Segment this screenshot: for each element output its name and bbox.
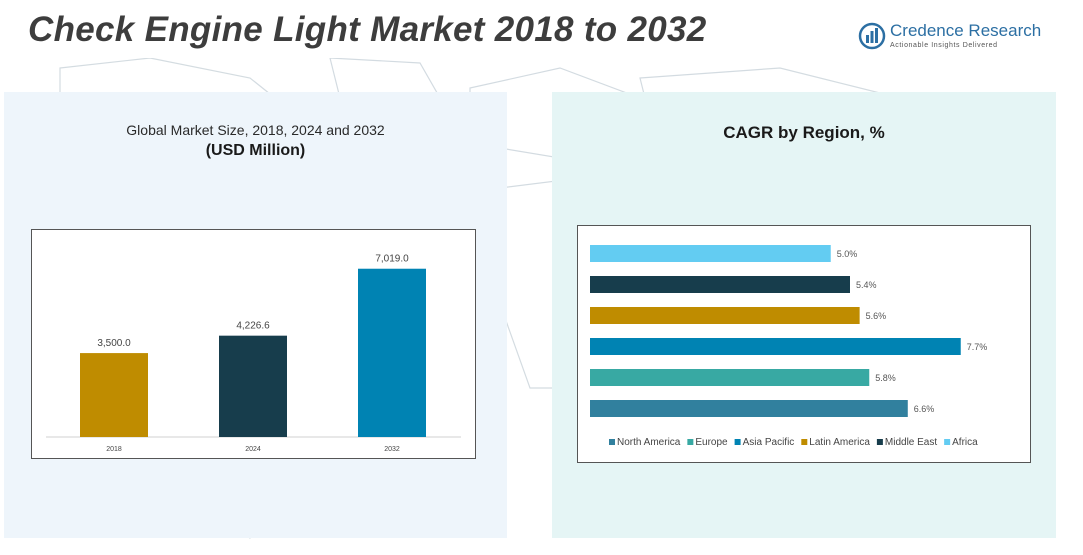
data-label-africa: 5.0%: [837, 249, 858, 259]
data-label-2032: 7,019.0: [375, 254, 409, 265]
data-label-2018: 3,500.0: [97, 338, 131, 349]
bar-2032: [358, 268, 426, 437]
bar-north-america: [590, 400, 908, 417]
x-tick-label-2024: 2024: [245, 446, 261, 453]
market-size-chart-svg: 3,500.0 2018 4,226.6 2024 7,019.0 2032: [46, 254, 461, 453]
bar-latin-america: [590, 307, 860, 324]
legend-swatch-latin-america: [801, 439, 808, 445]
legend-swatch-europe: [687, 439, 694, 445]
legend-label-africa: Africa: [952, 437, 978, 448]
market-size-chart: 3,500.0 2018 4,226.6 2024 7,019.0 2032: [31, 229, 476, 459]
legend-label-latin-america: Latin America: [809, 437, 870, 448]
data-label-asia-pacific: 7.7%: [967, 342, 988, 352]
legend-label-middle-east: Middle East: [885, 437, 937, 448]
brand-logo: Credence Research Actionable Insights De…: [858, 21, 1048, 56]
legend-swatch-north-america: [609, 439, 615, 445]
legend-label-europe: Europe: [695, 437, 728, 448]
market-size-unit: (USD Million): [205, 142, 306, 159]
brand-tagline: Actionable Insights Delivered: [890, 42, 998, 49]
page-title: Check Engine Light Market 2018 to 2032: [28, 10, 707, 49]
data-label-2024: 4,226.6: [236, 321, 270, 332]
cagr-title: CAGR by Region, %: [723, 123, 885, 142]
legend-swatch-asia-pacific: [734, 439, 741, 445]
bar-2018: [80, 353, 148, 437]
data-label-latin-america: 5.6%: [866, 311, 887, 321]
bar-asia-pacific: [590, 338, 961, 355]
brand-logo-icon: [858, 22, 886, 50]
data-label-middle-east: 5.4%: [856, 280, 877, 290]
cagr-chart-svg: 5.0% 5.4% 5.6% 7.7% 5.8% 6.6% North America Eur…: [590, 245, 988, 448]
legend-swatch-middle-east: [876, 439, 883, 445]
legend-label-north-america: North America: [617, 437, 681, 448]
data-label-europe: 5.8%: [875, 373, 896, 383]
cagr-chart: 5.0% 5.4% 5.6% 7.7% 5.8% 6.6% North America Eur…: [577, 225, 1031, 463]
brand-name: Credence Research: [890, 21, 1042, 40]
legend-swatch-africa: [944, 439, 951, 445]
data-label-north-america: 6.6%: [914, 404, 935, 414]
legend-label-asia-pacific: Asia Pacific: [743, 437, 795, 448]
market-size-subtitle: Global Market Size, 2018, 2024 and 2032: [126, 122, 385, 138]
bar-2024: [219, 335, 287, 437]
x-tick-label-2032: 2032: [384, 446, 400, 453]
x-tick-label-2018: 2018: [106, 446, 122, 453]
bar-europe: [590, 369, 870, 386]
bar-africa: [590, 245, 831, 262]
bar-middle-east: [590, 276, 850, 293]
